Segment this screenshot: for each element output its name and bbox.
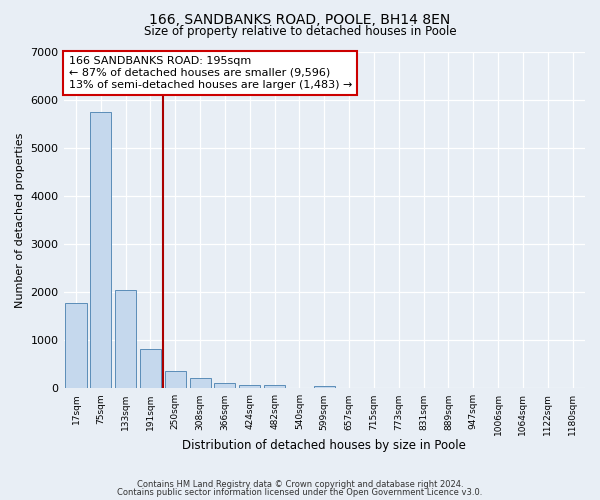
Bar	[214, 383, 235, 388]
Bar	[65, 303, 86, 388]
Bar	[115, 290, 136, 388]
Bar	[165, 370, 186, 388]
X-axis label: Distribution of detached houses by size in Poole: Distribution of detached houses by size …	[182, 440, 466, 452]
Bar	[314, 386, 335, 388]
Bar	[140, 349, 161, 389]
Text: 166 SANDBANKS ROAD: 195sqm
← 87% of detached houses are smaller (9,596)
13% of s: 166 SANDBANKS ROAD: 195sqm ← 87% of deta…	[68, 56, 352, 90]
Y-axis label: Number of detached properties: Number of detached properties	[15, 132, 25, 308]
Bar	[264, 386, 285, 388]
Text: Contains HM Land Registry data © Crown copyright and database right 2024.: Contains HM Land Registry data © Crown c…	[137, 480, 463, 489]
Bar	[239, 384, 260, 388]
Text: Size of property relative to detached houses in Poole: Size of property relative to detached ho…	[143, 25, 457, 38]
Bar	[190, 378, 211, 388]
Text: 166, SANDBANKS ROAD, POOLE, BH14 8EN: 166, SANDBANKS ROAD, POOLE, BH14 8EN	[149, 12, 451, 26]
Text: Contains public sector information licensed under the Open Government Licence v3: Contains public sector information licen…	[118, 488, 482, 497]
Bar	[90, 112, 112, 388]
